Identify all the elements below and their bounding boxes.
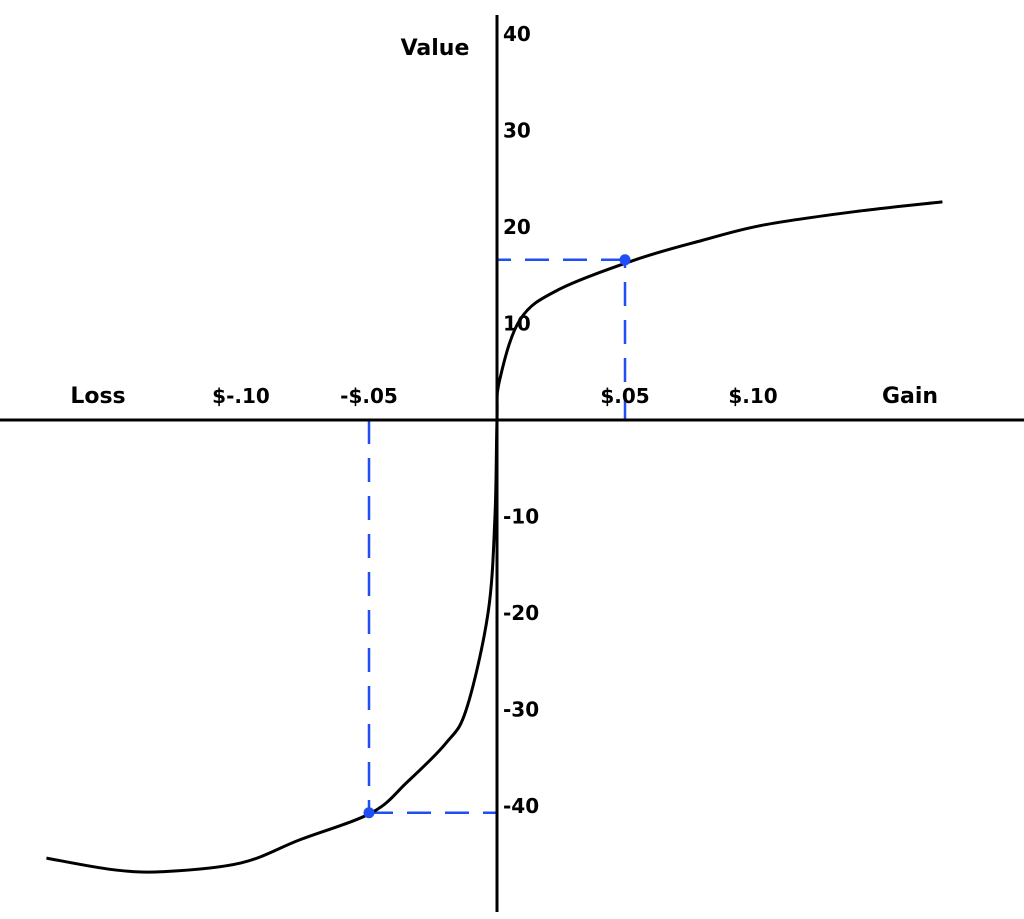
y-tick-label: 30 xyxy=(503,119,531,143)
y-tick-label: 40 xyxy=(503,22,531,46)
y-axis-label: Value xyxy=(401,36,470,61)
y-tick-label: -10 xyxy=(503,505,539,529)
value-curve xyxy=(46,200,943,874)
x-tick-label: $.10 xyxy=(728,384,777,408)
x-axis-label-gain: Gain xyxy=(882,384,938,409)
y-tick-label: 20 xyxy=(503,215,531,239)
highlight-point xyxy=(619,254,631,266)
y-tick-label: -30 xyxy=(503,698,539,722)
x-tick-label: $-.10 xyxy=(212,384,270,408)
y-tick-label: -40 xyxy=(503,794,539,818)
x-tick-label: $.05 xyxy=(600,384,649,408)
x-tick-label: -$.05 xyxy=(340,384,398,408)
x-axis-label-loss: Loss xyxy=(70,384,125,409)
highlight-point xyxy=(363,807,375,819)
y-tick-label: -20 xyxy=(503,601,539,625)
y-tick-label: 10 xyxy=(503,312,531,336)
